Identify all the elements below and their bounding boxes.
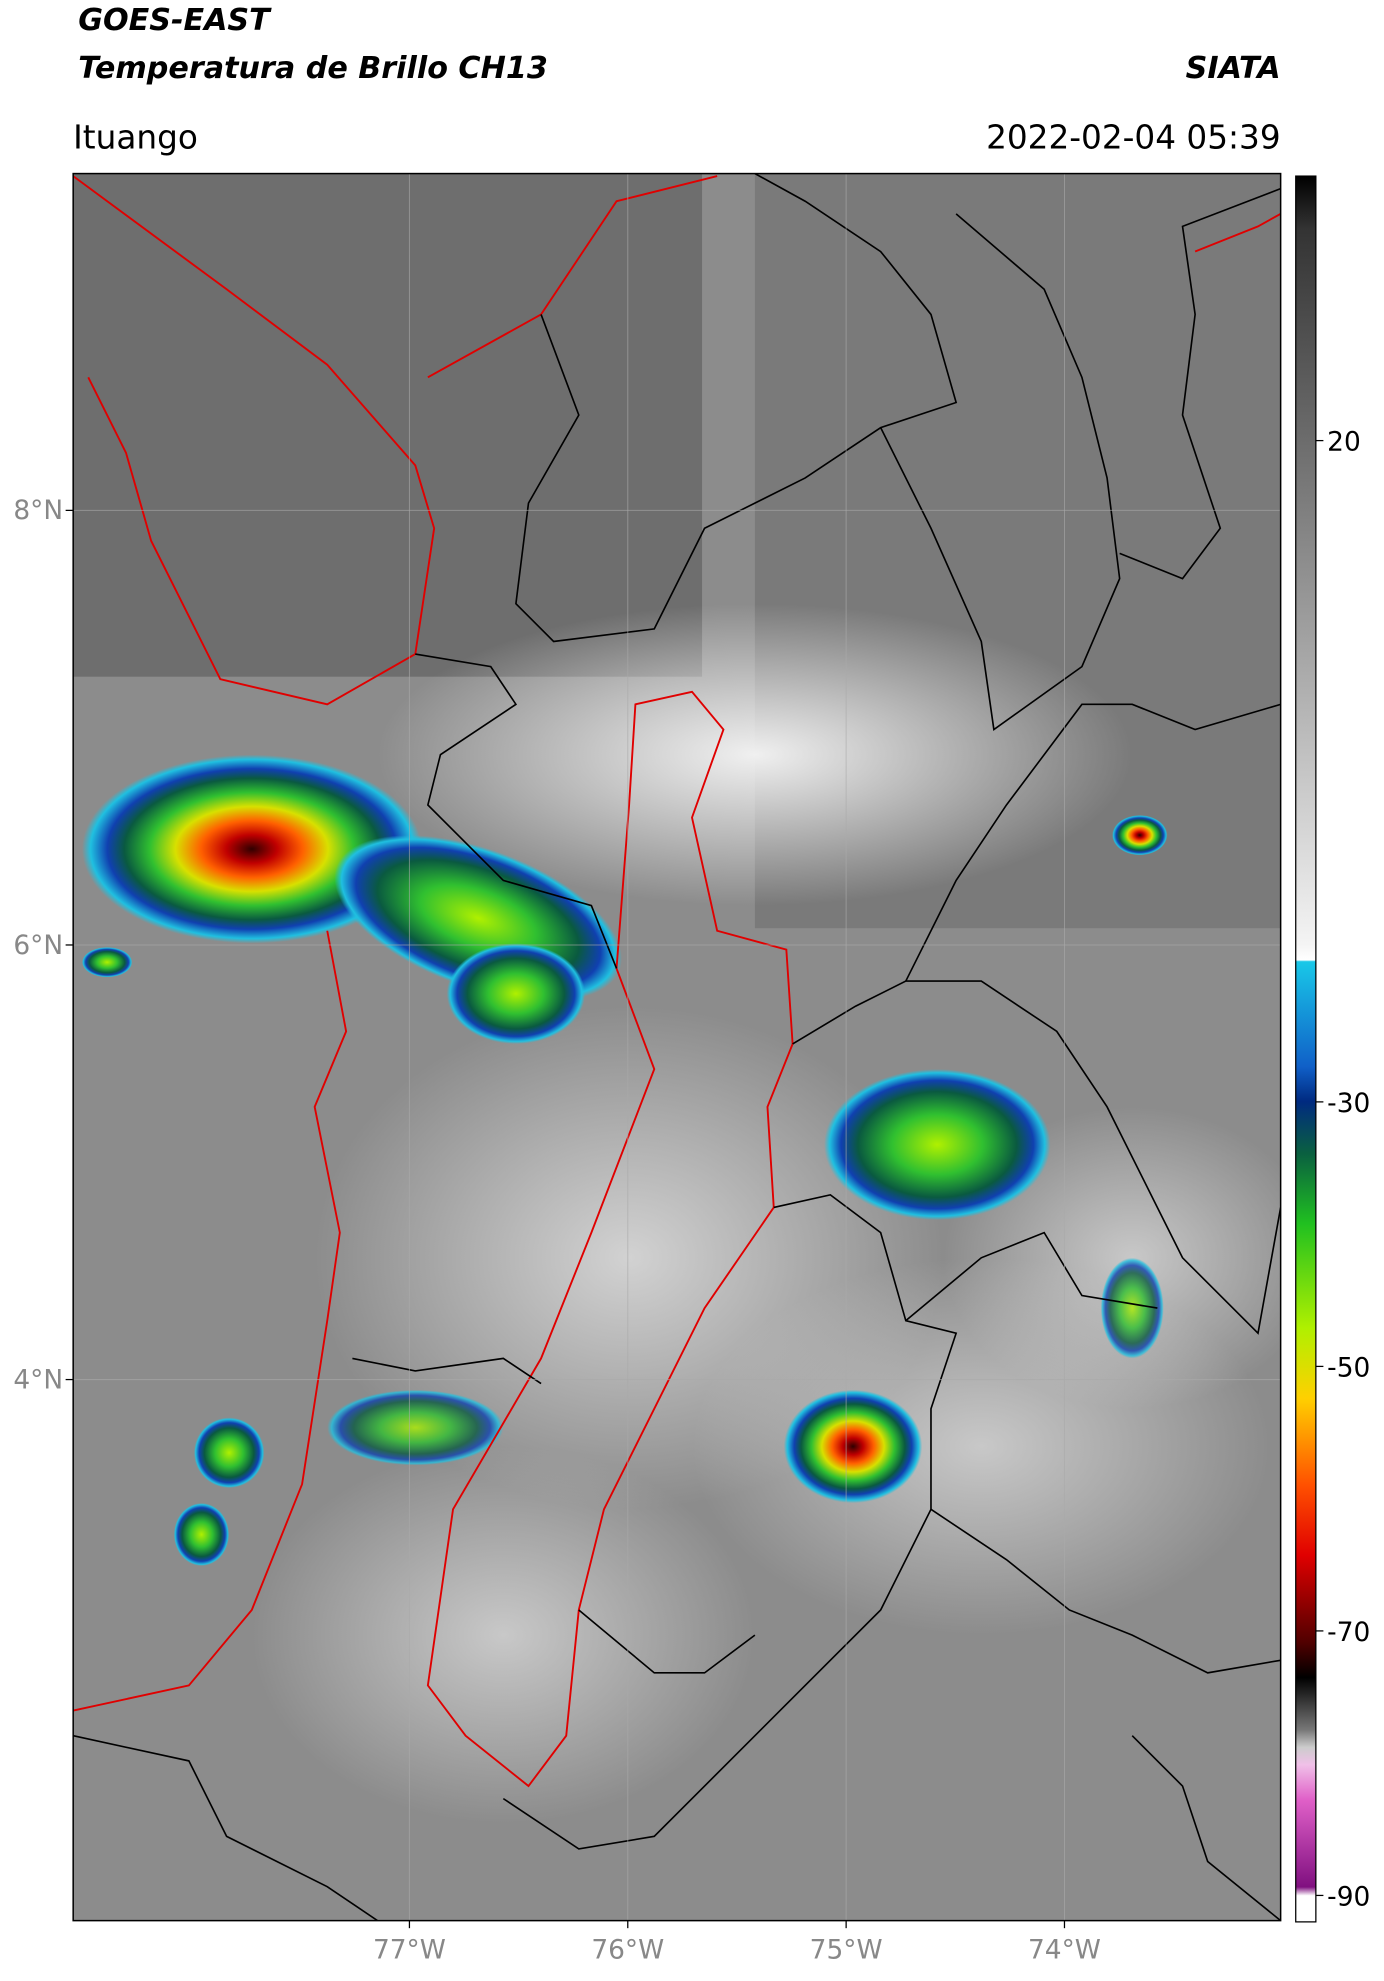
organization: SIATA	[1186, 51, 1281, 86]
colorbar-tick-label: -30	[1327, 1088, 1370, 1119]
product-name: Temperatura de Brillo CH13	[78, 51, 548, 86]
location: Ituango	[73, 118, 198, 156]
lon-tick-label: 74°W	[1028, 1934, 1101, 1965]
lon-tick-label: 76°W	[591, 1934, 664, 1965]
map-frame	[72, 172, 1282, 1922]
satellite-name: GOES-EAST	[78, 3, 272, 38]
colorbar-tick-label: -90	[1327, 1881, 1370, 1912]
colorbar-tick-label: 20	[1327, 427, 1361, 458]
lat-tick-label: 8°N	[13, 495, 63, 526]
lon-tick-label: 75°W	[810, 1934, 883, 1965]
lat-tick-label: 4°N	[13, 1364, 63, 1395]
datetime: 2022-02-04 05:39	[986, 118, 1281, 156]
colorbar-tick-label: -50	[1327, 1352, 1370, 1383]
colorbar-tick-label: -70	[1327, 1617, 1370, 1648]
lat-tick-label: 6°N	[13, 930, 63, 961]
colorbar	[1295, 175, 1317, 1923]
satellite-image	[73, 173, 1281, 1921]
lon-tick-label: 77°W	[373, 1934, 446, 1965]
